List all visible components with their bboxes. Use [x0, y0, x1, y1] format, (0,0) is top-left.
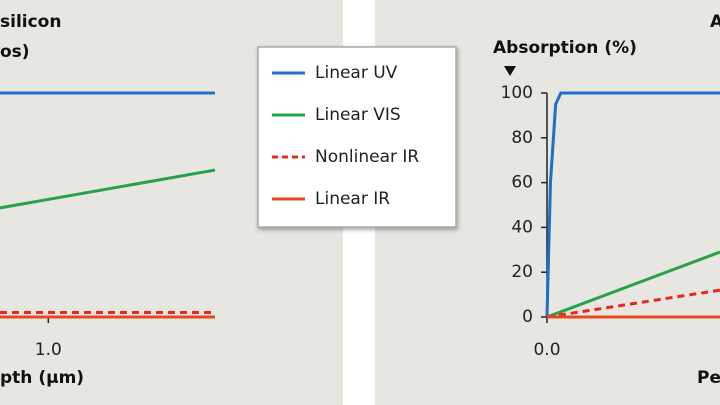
x-tick-label: 1.0 — [35, 340, 62, 360]
x-axis-label: Pe — [697, 368, 720, 388]
series-line — [0, 168, 216, 210]
y-tick-label: 60 — [511, 173, 533, 193]
y-axis-label: Absorption (%) — [493, 38, 637, 58]
legend-box — [257, 46, 457, 228]
legend-label: Nonlinear IR — [315, 147, 419, 167]
legend-label: Linear UV — [315, 63, 398, 83]
legend-label: Linear VIS — [315, 105, 401, 125]
y-tick-label: 100 — [501, 83, 533, 103]
chart-subtitle: os) — [0, 42, 30, 62]
chart-title: silicon — [0, 12, 61, 32]
y-tick-label: 0 — [522, 307, 533, 327]
legend-label: Linear IR — [315, 189, 390, 209]
chart-title: A — [710, 12, 720, 32]
series-line — [545, 91, 720, 318]
y-tick-label: 20 — [511, 262, 533, 282]
y-tick-label: 40 — [511, 217, 533, 237]
x-tick-label: 0.0 — [533, 340, 560, 360]
y-tick-label: 80 — [511, 128, 533, 148]
x-axis-label: pth (µm) — [0, 368, 84, 388]
axis-marker — [504, 66, 516, 76]
